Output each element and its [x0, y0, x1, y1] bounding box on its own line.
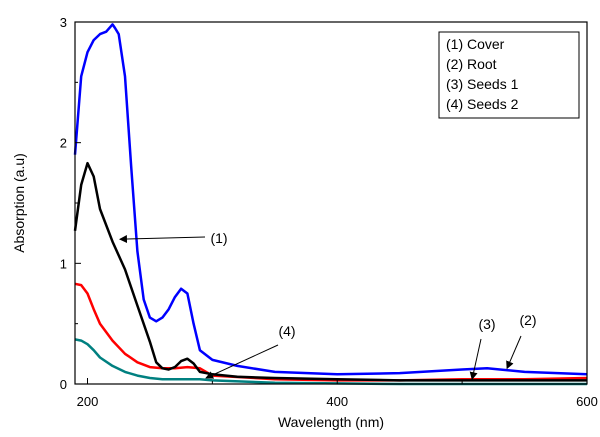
x-tick-label: 400 [326, 394, 348, 409]
legend-entry-root: (2) Root [446, 56, 497, 72]
annotation-label: (2) [519, 312, 536, 328]
annotation-arrow [205, 344, 279, 379]
series-line-2-root [73, 23, 588, 376]
annotations: (1) (4) (3) (2) [118, 230, 537, 381]
axis-ticks: 200 400 600 0 1 2 3 [60, 15, 598, 409]
series-line-1-cover [73, 161, 587, 382]
series-line-3-seeds-1 [74, 282, 588, 382]
x-axis-label: Wavelength (nm) [278, 414, 384, 430]
y-tick-label: 3 [60, 15, 67, 30]
y-axis-label: Absorption (a.u) [11, 153, 27, 253]
y-tick-label: 1 [60, 256, 67, 271]
x-tick-label: 200 [77, 394, 99, 409]
annotation-label: (3) [478, 316, 495, 332]
annotation-arrow [118, 235, 206, 244]
legend-entry-seeds-2: (4) Seeds 2 [446, 96, 519, 112]
x-tick-label: 600 [576, 394, 598, 409]
legend: (1) Cover (2) Root (3) Seeds 1 (4) Seeds… [438, 31, 580, 119]
y-tick-label: 0 [60, 377, 67, 392]
legend-entry-seeds-1: (3) Seeds 1 [446, 76, 519, 92]
legend-box [438, 31, 580, 119]
legend-entry-cover: (1) Cover [446, 36, 505, 52]
annotation-label: (4) [278, 323, 295, 339]
annotation-arrow [469, 338, 482, 381]
annotation-label: (1) [210, 230, 227, 246]
y-tick-label: 2 [60, 136, 67, 151]
annotation-arrow [506, 335, 522, 370]
